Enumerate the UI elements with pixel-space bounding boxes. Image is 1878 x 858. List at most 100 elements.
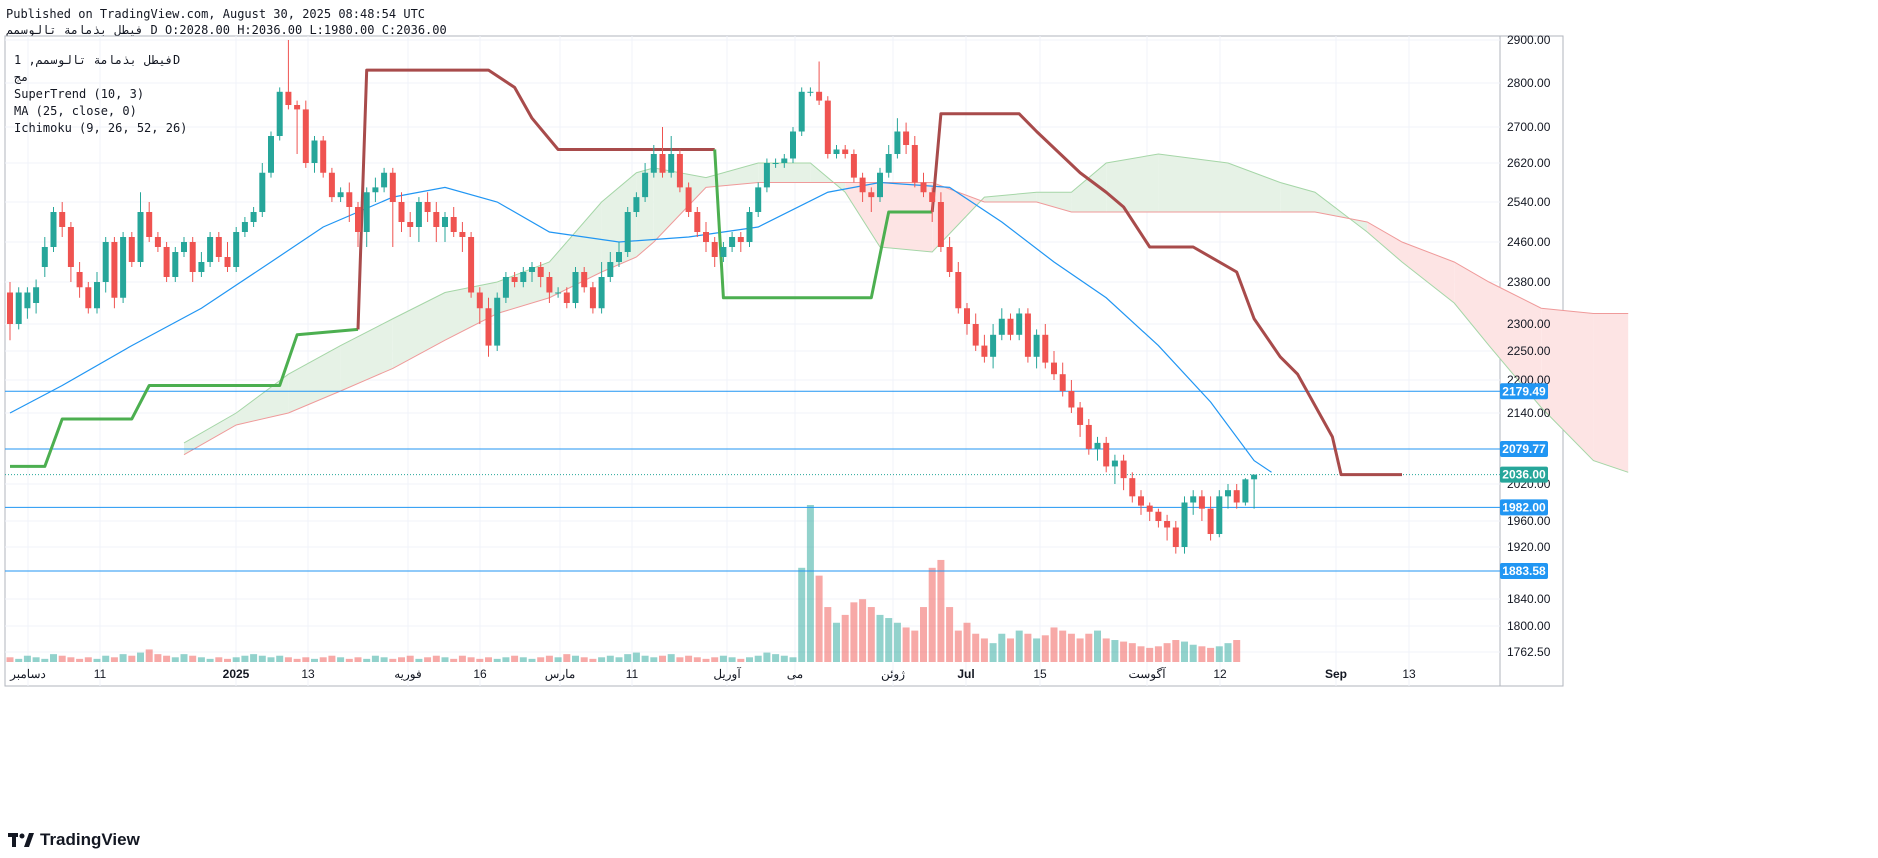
- candle[interactable]: [998, 308, 1005, 341]
- candle[interactable]: [476, 287, 483, 324]
- candle[interactable]: [650, 145, 657, 178]
- candle[interactable]: [1164, 514, 1171, 541]
- ma-line[interactable]: [9, 181, 1272, 473]
- candle[interactable]: [1120, 454, 1127, 491]
- candle[interactable]: [729, 232, 736, 252]
- candle[interactable]: [1068, 380, 1075, 413]
- candle[interactable]: [381, 167, 388, 193]
- candle[interactable]: [181, 237, 187, 257]
- candle[interactable]: [67, 222, 74, 282]
- candle[interactable]: [790, 127, 796, 163]
- candle[interactable]: [607, 252, 614, 282]
- candle[interactable]: [1146, 502, 1153, 522]
- candle[interactable]: [685, 182, 692, 218]
- candle[interactable]: [972, 313, 979, 352]
- candle[interactable]: [581, 267, 588, 293]
- candle[interactable]: [668, 136, 675, 178]
- candle[interactable]: [1138, 490, 1144, 515]
- candle[interactable]: [659, 127, 666, 178]
- candle[interactable]: [433, 202, 440, 242]
- candle[interactable]: [1207, 496, 1214, 541]
- candle[interactable]: [1085, 418, 1092, 455]
- candle[interactable]: [755, 182, 762, 218]
- candle[interactable]: [1111, 454, 1118, 484]
- candle[interactable]: [529, 262, 535, 282]
- candle[interactable]: [207, 232, 214, 267]
- candle[interactable]: [442, 212, 448, 242]
- price-tag[interactable]: 1883.58: [1500, 563, 1548, 579]
- candle[interactable]: [1129, 472, 1136, 503]
- candle[interactable]: [711, 237, 718, 267]
- candle[interactable]: [537, 262, 544, 288]
- candle[interactable]: [502, 272, 509, 303]
- price-tag[interactable]: 2179.49: [1500, 383, 1548, 400]
- candle[interactable]: [233, 227, 240, 272]
- candle[interactable]: [1042, 324, 1049, 369]
- candle[interactable]: [120, 232, 127, 303]
- candle[interactable]: [850, 149, 857, 183]
- candle[interactable]: [929, 187, 936, 222]
- candle[interactable]: [1242, 478, 1249, 506]
- candle[interactable]: [781, 154, 788, 168]
- candle[interactable]: [903, 122, 910, 154]
- candle[interactable]: [259, 163, 266, 217]
- candle[interactable]: [694, 207, 701, 237]
- candle[interactable]: [389, 167, 396, 247]
- candle[interactable]: [41, 237, 48, 277]
- candle[interactable]: [320, 136, 327, 178]
- candle[interactable]: [24, 287, 31, 319]
- candle[interactable]: [703, 222, 709, 252]
- candle[interactable]: [981, 334, 988, 363]
- candle[interactable]: [485, 297, 492, 357]
- candle[interactable]: [990, 324, 997, 369]
- candle[interactable]: [459, 222, 466, 252]
- candle[interactable]: [737, 232, 744, 252]
- candle[interactable]: [215, 232, 222, 262]
- candle[interactable]: [337, 187, 344, 202]
- candle[interactable]: [398, 192, 405, 232]
- candle[interactable]: [642, 163, 649, 202]
- candle[interactable]: [555, 287, 562, 298]
- candle[interactable]: [1198, 490, 1205, 521]
- legend-symbol[interactable]: فيطل بذمامة تالوسمم, 1D: [14, 53, 181, 67]
- candle[interactable]: [407, 212, 414, 237]
- candle[interactable]: [494, 292, 501, 352]
- candle[interactable]: [598, 262, 605, 314]
- candle[interactable]: [468, 232, 475, 298]
- candle[interactable]: [1103, 436, 1110, 473]
- candle[interactable]: [833, 145, 840, 159]
- candle[interactable]: [294, 100, 301, 154]
- candle[interactable]: [937, 192, 944, 252]
- candle[interactable]: [955, 262, 962, 314]
- candle[interactable]: [111, 237, 118, 309]
- candle[interactable]: [1172, 521, 1179, 554]
- candle[interactable]: [59, 202, 66, 237]
- legend-ma[interactable]: MA (25, close, 0): [14, 104, 137, 118]
- candle[interactable]: [154, 232, 161, 252]
- candle[interactable]: [589, 282, 596, 314]
- candle[interactable]: [1024, 308, 1031, 363]
- candle[interactable]: [624, 207, 631, 257]
- candle[interactable]: [911, 136, 918, 188]
- candle[interactable]: [1016, 308, 1023, 341]
- candle[interactable]: [964, 303, 970, 335]
- candle[interactable]: [372, 177, 379, 202]
- candle[interactable]: [807, 87, 814, 97]
- candle[interactable]: [15, 287, 22, 330]
- candle[interactable]: [572, 267, 579, 309]
- price-tag[interactable]: 1982.00: [1500, 499, 1548, 516]
- candle[interactable]: [563, 287, 570, 309]
- candle[interactable]: [94, 272, 100, 314]
- price-tag[interactable]: 2079.77: [1500, 441, 1548, 457]
- candle[interactable]: [676, 149, 683, 193]
- candle[interactable]: [224, 242, 231, 272]
- candle[interactable]: [1059, 362, 1066, 397]
- candle[interactable]: [302, 100, 309, 168]
- candle[interactable]: [1225, 484, 1231, 509]
- candle[interactable]: [85, 282, 92, 314]
- candle[interactable]: [137, 192, 144, 267]
- candle[interactable]: [146, 202, 153, 242]
- candle[interactable]: [1051, 351, 1057, 380]
- candle[interactable]: [1181, 496, 1188, 554]
- candle[interactable]: [355, 202, 361, 247]
